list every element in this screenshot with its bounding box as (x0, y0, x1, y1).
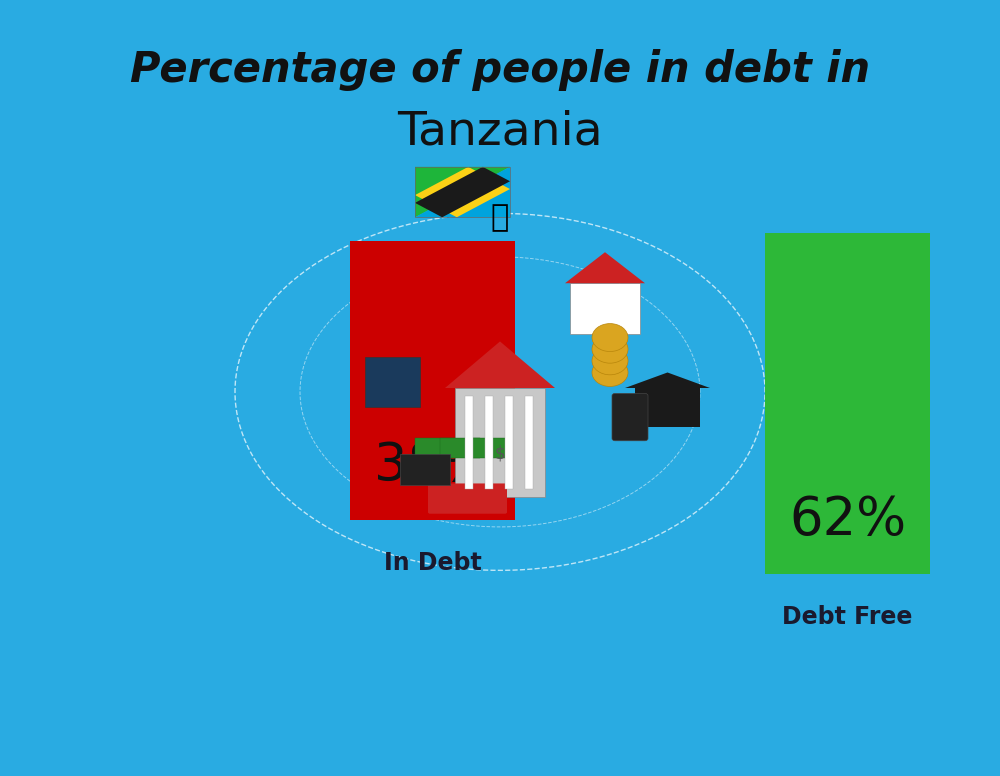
FancyBboxPatch shape (525, 396, 533, 489)
FancyBboxPatch shape (465, 438, 505, 458)
FancyBboxPatch shape (505, 396, 513, 489)
Polygon shape (415, 167, 510, 217)
Polygon shape (565, 252, 645, 283)
Text: Debt Free: Debt Free (782, 605, 913, 629)
Polygon shape (625, 372, 710, 388)
FancyBboxPatch shape (485, 396, 493, 489)
FancyBboxPatch shape (465, 396, 473, 489)
Text: 62%: 62% (789, 494, 906, 546)
Polygon shape (445, 341, 555, 388)
Text: $: $ (495, 444, 505, 462)
Circle shape (592, 347, 628, 375)
FancyBboxPatch shape (350, 241, 515, 520)
FancyBboxPatch shape (400, 454, 450, 485)
FancyBboxPatch shape (612, 393, 648, 441)
Text: 🦅: 🦅 (491, 203, 509, 232)
FancyBboxPatch shape (415, 438, 455, 458)
Circle shape (592, 335, 628, 363)
Text: 38%: 38% (374, 439, 491, 492)
FancyBboxPatch shape (765, 233, 930, 574)
Text: Percentage of people in debt in: Percentage of people in debt in (130, 49, 870, 91)
Text: In Debt: In Debt (384, 551, 481, 574)
Text: Tanzania: Tanzania (397, 109, 603, 154)
FancyBboxPatch shape (455, 388, 545, 497)
Polygon shape (415, 167, 510, 217)
FancyBboxPatch shape (365, 357, 420, 407)
FancyBboxPatch shape (428, 483, 507, 514)
FancyBboxPatch shape (440, 438, 480, 458)
Polygon shape (415, 167, 510, 217)
FancyBboxPatch shape (570, 283, 640, 334)
Circle shape (592, 324, 628, 352)
Polygon shape (415, 167, 510, 217)
Circle shape (592, 359, 628, 386)
FancyBboxPatch shape (635, 388, 700, 427)
